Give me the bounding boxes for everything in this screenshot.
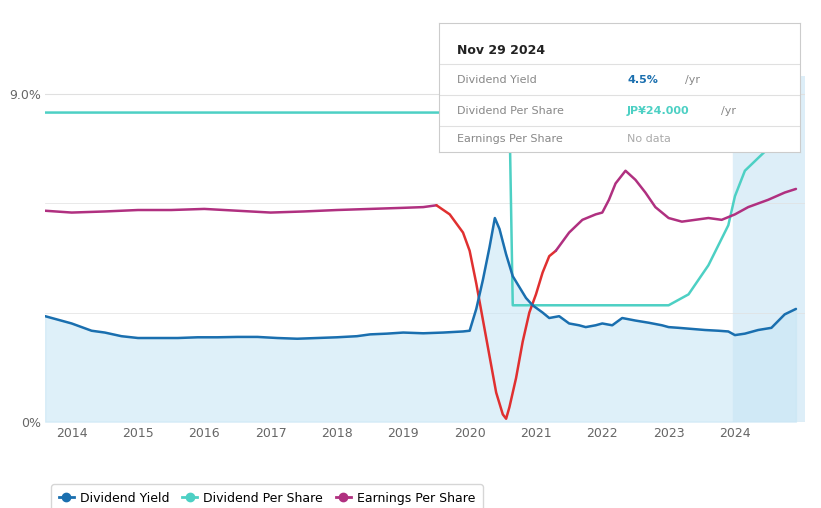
Bar (733, 76, 805, 422)
Text: No data: No data (627, 135, 671, 144)
Text: Nov 29 2024: Nov 29 2024 (457, 44, 545, 56)
Text: /yr: /yr (685, 75, 699, 85)
Text: /yr: /yr (721, 106, 736, 116)
Text: 4.5%: 4.5% (627, 75, 658, 85)
Text: Earnings Per Share: Earnings Per Share (457, 135, 563, 144)
Text: Past: Past (736, 111, 761, 124)
Text: JP¥24.000: JP¥24.000 (627, 106, 690, 116)
Legend: Dividend Yield, Dividend Per Share, Earnings Per Share: Dividend Yield, Dividend Per Share, Earn… (52, 484, 483, 508)
Text: Dividend Yield: Dividend Yield (457, 75, 537, 85)
Text: Dividend Per Share: Dividend Per Share (457, 106, 564, 116)
